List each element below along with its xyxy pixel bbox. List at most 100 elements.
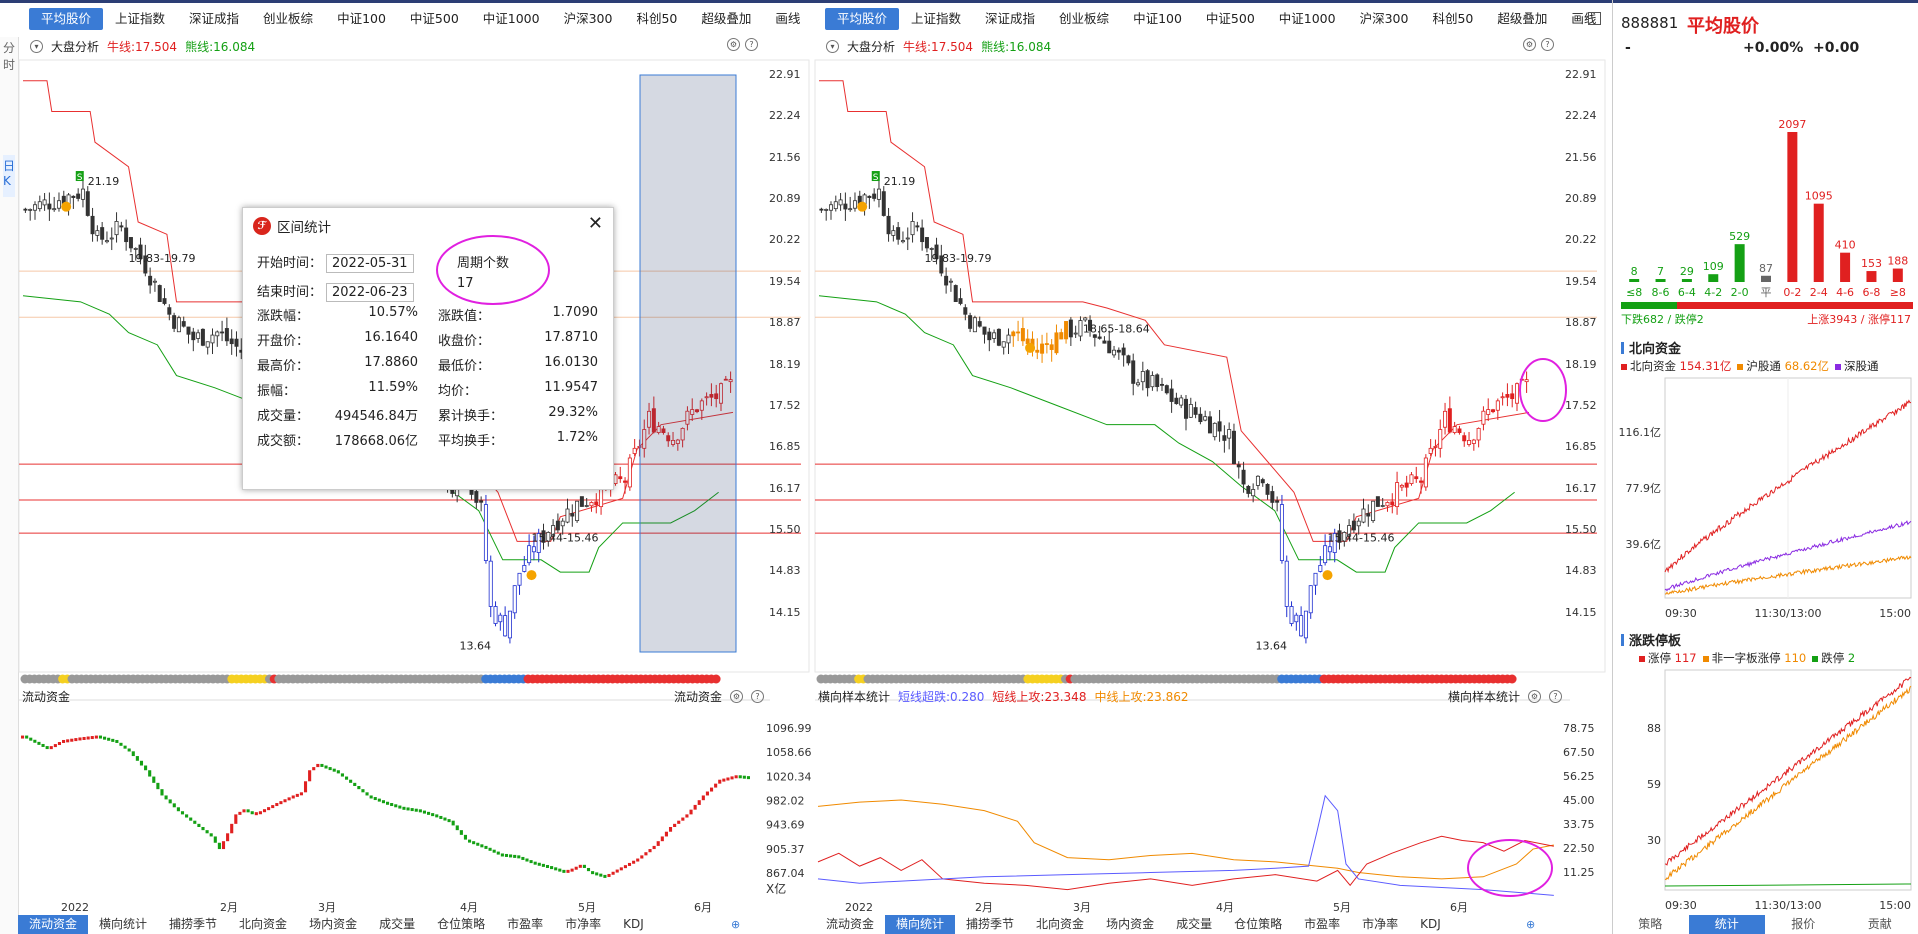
scroll-up-icon[interactable]: ⊕ xyxy=(1526,918,1536,931)
bottom-tab-7[interactable]: 市盈率 xyxy=(1304,917,1341,931)
candle xyxy=(671,440,676,445)
top-tab-4[interactable]: 中证100 xyxy=(1133,11,1182,26)
bottom-tab-1[interactable]: 横向统计 xyxy=(885,915,956,934)
start-time-input[interactable]: 2022-05-31 xyxy=(326,254,414,273)
bottom-tab-3[interactable]: 北向资金 xyxy=(239,917,288,931)
candle xyxy=(1044,343,1049,345)
settings-icon[interactable]: ⚙ xyxy=(1523,38,1536,51)
top-tab-2[interactable]: 深证成指 xyxy=(189,11,240,26)
close-icon[interactable]: ✕ xyxy=(587,213,603,234)
bottom-tab-0[interactable]: 流动资金 xyxy=(826,917,875,931)
bottom-tab-8[interactable]: 市净率 xyxy=(565,917,602,931)
price-tick: 18.87 xyxy=(1565,316,1597,329)
dist-value: 188 xyxy=(1887,255,1908,268)
bottom-tab-3[interactable]: 北向资金 xyxy=(1036,917,1085,931)
top-tab-8[interactable]: 科创50 xyxy=(1432,11,1474,26)
bottom-tab-5[interactable]: 成交量 xyxy=(379,917,416,931)
candle xyxy=(531,546,536,553)
bottom-tab-9[interactable]: KDJ xyxy=(1420,917,1441,931)
y-tick: 39.6亿 xyxy=(1626,538,1662,551)
bottom-tab-8[interactable]: 市净率 xyxy=(1362,917,1399,931)
candle xyxy=(714,393,719,400)
top-tab-1[interactable]: 上证指数 xyxy=(115,11,166,26)
top-tab-3[interactable]: 创业板综 xyxy=(263,11,314,26)
bottom-tab-2[interactable]: 捕捞季节 xyxy=(169,917,218,931)
candle xyxy=(1160,383,1165,386)
top-tab-10[interactable]: 画线 xyxy=(775,11,801,26)
candle xyxy=(992,332,997,339)
dist-category: 4-2 xyxy=(1704,286,1722,299)
top-tab-8[interactable]: 科创50 xyxy=(636,11,678,26)
y-tick: 30 xyxy=(1647,834,1661,847)
candle xyxy=(1433,446,1438,448)
top-tab-6[interactable]: 中证1000 xyxy=(1278,11,1336,26)
price-tick: 15.50 xyxy=(769,523,801,536)
right-tab-3[interactable]: 贡献 xyxy=(1867,917,1892,931)
range-annotation: 19.83-19.79 xyxy=(925,252,992,265)
side-tab-daily-k[interactable]: 日 K xyxy=(3,155,15,197)
bottom-tab-2[interactable]: 捕捞季节 xyxy=(966,917,1015,931)
interval-stats-dialog[interactable]: ℱ 区间统计 ✕ 开始时间： 2022-05-31 结束时间： 2022-06-23… xyxy=(242,207,614,490)
bottom-tab-4[interactable]: 场内资金 xyxy=(1106,917,1155,931)
left-chart-header: ▾ 大盘分析 牛线:17.504 熊线:16.084 xyxy=(30,38,255,54)
top-tab-9[interactable]: 超级叠加 xyxy=(701,11,752,26)
sub-title-right[interactable]: 横向样本统计 xyxy=(1448,689,1521,704)
settings-icon[interactable]: ⚙ xyxy=(730,689,744,703)
end-time-input[interactable]: 2022-06-23 xyxy=(326,283,414,302)
analysis-label[interactable]: 大盘分析 xyxy=(847,39,896,54)
chevron-down-icon[interactable]: ▾ xyxy=(826,39,839,53)
legend-swatch xyxy=(1812,656,1819,662)
bottom-tab-5[interactable]: 成交量 xyxy=(1176,917,1213,931)
top-tab-5[interactable]: 中证500 xyxy=(1205,11,1255,26)
top-tab-7[interactable]: 沪深300 xyxy=(563,11,613,26)
flow-bar xyxy=(316,763,320,768)
flow-bar xyxy=(480,844,484,848)
analysis-label[interactable]: 大盘分析 xyxy=(51,39,100,54)
scroll-up-icon[interactable]: ⊕ xyxy=(731,918,741,931)
buy-marker xyxy=(1025,342,1036,353)
top-tab-2[interactable]: 深证成指 xyxy=(985,11,1036,26)
bottom-tab-1[interactable]: 横向统计 xyxy=(99,917,148,931)
help-icon[interactable]: ? xyxy=(751,689,765,703)
bottom-tab-7[interactable]: 市盈率 xyxy=(507,917,544,931)
top-tab-9[interactable]: 超级叠加 xyxy=(1497,11,1548,26)
right-tab-0[interactable]: 策略 xyxy=(1638,917,1663,931)
side-label-shi[interactable]: 时 xyxy=(3,58,16,72)
top-tab-1[interactable]: 上证指数 xyxy=(911,11,962,26)
bottom-tab-6[interactable]: 仓位策略 xyxy=(437,917,486,931)
bottom-tab-4[interactable]: 场内资金 xyxy=(309,917,358,931)
candle xyxy=(1179,397,1184,406)
top-tab-4[interactable]: 中证100 xyxy=(337,11,386,26)
top-tab-5[interactable]: 中证500 xyxy=(409,11,459,26)
top-tab-0[interactable]: 平均股价 xyxy=(29,8,104,30)
settings-icon[interactable]: ⚙ xyxy=(727,38,740,51)
bottom-tab-0[interactable]: 流动资金 xyxy=(18,915,89,934)
help-icon[interactable]: ? xyxy=(1549,689,1563,703)
period-highlight-circle xyxy=(436,235,550,305)
bottom-tab-6[interactable]: 仓位策略 xyxy=(1234,917,1283,931)
top-tab-7[interactable]: 沪深300 xyxy=(1359,11,1409,26)
window-toggle-icon[interactable] xyxy=(1588,12,1601,25)
bottom-tab-9[interactable]: KDJ xyxy=(623,917,644,931)
flow-bar xyxy=(381,800,385,804)
candle xyxy=(1174,397,1179,405)
flow-bar xyxy=(525,858,529,862)
top-tab-0[interactable]: 平均股价 xyxy=(825,8,900,30)
settings-icon[interactable]: ⚙ xyxy=(1528,689,1542,703)
right-tab-1[interactable]: 统计 xyxy=(1688,915,1765,934)
right-tab-2[interactable]: 报价 xyxy=(1791,917,1816,931)
top-tab-10[interactable]: 画线 xyxy=(1571,11,1597,26)
kline-charts[interactable]: 22.91 22.24 21.56 20.89 20.22 19.54 18.87 18.19… xyxy=(0,0,1612,915)
flow-bar xyxy=(619,867,623,871)
stat-label: 最低价： xyxy=(438,359,491,374)
chevron-down-icon[interactable]: ▾ xyxy=(30,39,43,53)
candle xyxy=(623,480,628,483)
candle xyxy=(483,504,488,561)
flow-bar xyxy=(451,820,455,826)
side-label-fen[interactable]: 分 xyxy=(3,41,16,55)
help-icon[interactable]: ? xyxy=(745,38,758,51)
help-icon[interactable]: ? xyxy=(1541,38,1554,51)
sub-title-right[interactable]: 流动资金 xyxy=(674,689,723,704)
top-tab-3[interactable]: 创业板综 xyxy=(1059,11,1110,26)
top-tab-6[interactable]: 中证1000 xyxy=(482,11,540,26)
